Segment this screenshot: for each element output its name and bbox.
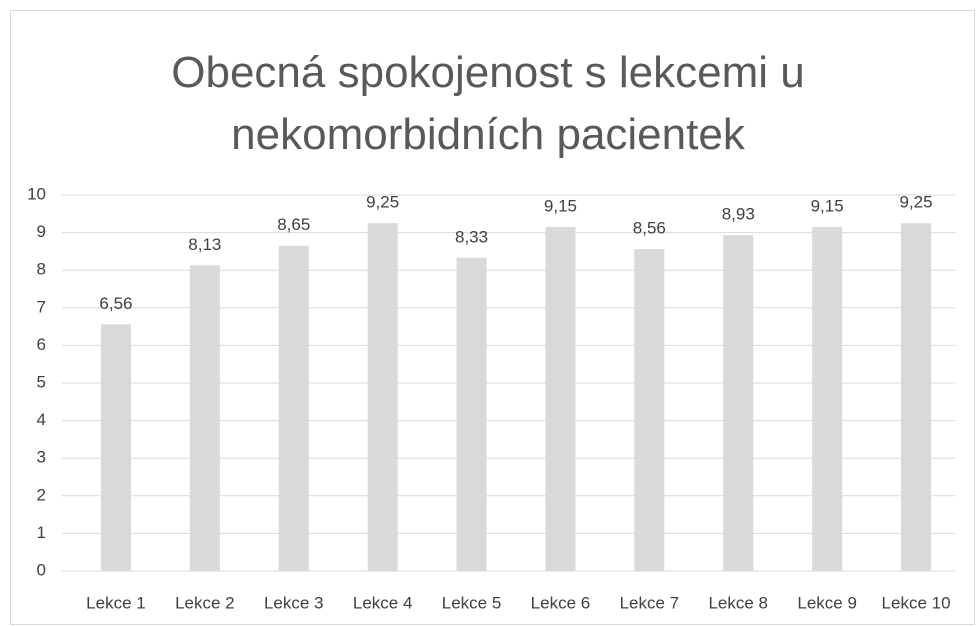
bar (278, 245, 309, 571)
chart-border (10, 10, 975, 625)
y-tick-label: 2 (37, 485, 46, 504)
x-tick-label: Lekce 9 (797, 593, 857, 612)
y-tick-label: 4 (37, 410, 46, 429)
x-tick-label: Lekce 4 (353, 593, 413, 612)
x-tick-label: Lekce 1 (86, 593, 146, 612)
data-label: 8,13 (188, 235, 221, 254)
bar (456, 257, 487, 571)
y-tick-label: 5 (37, 372, 46, 391)
x-tick-label: Lekce 3 (264, 593, 324, 612)
y-tick-label: 1 (37, 523, 46, 542)
y-tick-label: 6 (37, 335, 46, 354)
x-tick-label: Lekce 2 (175, 593, 235, 612)
bar (812, 226, 843, 571)
data-label: 9,25 (366, 193, 399, 212)
x-tick-label: Lekce 7 (620, 593, 680, 612)
x-tick-label: Lekce 10 (882, 593, 951, 612)
bar (634, 249, 665, 572)
bar (545, 226, 576, 571)
x-tick-label: Lekce 5 (442, 593, 502, 612)
data-label: 8,56 (633, 219, 666, 238)
y-tick-label: 7 (37, 297, 46, 316)
chart-title: Obecná spokojenost s lekcemi u nekomorbi… (171, 48, 805, 159)
data-label: 6,56 (99, 294, 132, 313)
data-label: 9,15 (544, 196, 577, 215)
bar (723, 235, 754, 571)
data-label: 8,93 (722, 205, 755, 224)
y-tick-label: 9 (37, 222, 46, 241)
x-tick-label: Lekce 8 (708, 593, 768, 612)
bar (901, 223, 932, 571)
data-label: 9,25 (900, 193, 933, 212)
data-label: 8,33 (455, 227, 488, 246)
bar (367, 223, 398, 571)
data-label: 8,65 (277, 215, 310, 234)
y-tick-label: 10 (27, 184, 46, 203)
bar (189, 265, 220, 571)
x-tick-label: Lekce 6 (531, 593, 591, 612)
data-label: 9,15 (811, 196, 844, 215)
y-tick-label: 0 (37, 560, 46, 579)
bar (100, 324, 131, 571)
y-tick-label: 3 (37, 448, 46, 467)
y-tick-label: 8 (37, 260, 46, 279)
